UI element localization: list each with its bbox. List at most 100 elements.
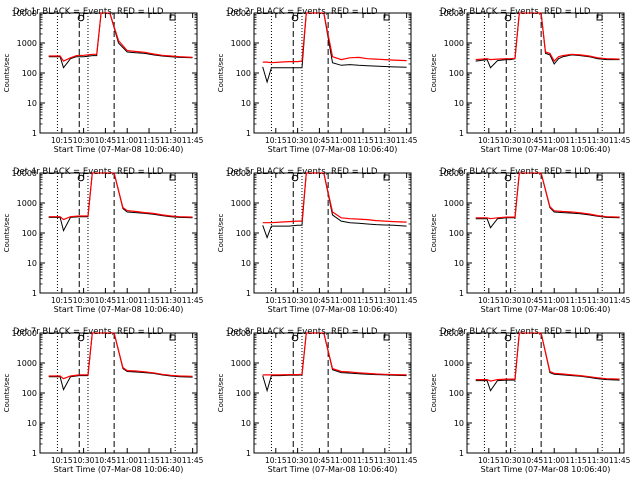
x-tick-label: 11:30 [160, 136, 182, 145]
circle-marker [504, 174, 512, 182]
series-line-events [48, 172, 193, 232]
x-axis-label: Start Time (07-Mar-08 10:06:40) [54, 305, 184, 314]
x-tick-label: 11:45 [396, 296, 418, 305]
y-tick-label: 10 [27, 259, 37, 268]
chart-panel: 1 10 100 1000 10000 10:15 10:30 10:45 11:00 11:15… [3, 327, 204, 474]
plot-frame [39, 12, 198, 134]
circle-marker [504, 334, 512, 342]
y-axis-label: Counts/sec [217, 374, 225, 413]
square-marker [596, 334, 603, 341]
x-tick-label: 11:15 [565, 136, 587, 145]
series-line-lld [475, 332, 620, 382]
x-axis-label: Start Time (07-Mar-08 10:06:40) [268, 145, 398, 154]
y-axis-label: Counts/sec [217, 214, 225, 253]
y-tick-label: 100 [22, 69, 37, 78]
y-tick-label: 10000 [12, 329, 37, 338]
square-marker [169, 334, 176, 341]
circle-marker [77, 334, 85, 342]
y-tick-label: 100 [22, 229, 37, 238]
y-tick-label: 10 [454, 259, 464, 268]
x-tick-label: 10:30 [287, 456, 309, 465]
x-tick-label: 11:30 [587, 296, 609, 305]
y-tick-label: 1000 [231, 359, 251, 368]
y-tick-label: 1000 [231, 199, 251, 208]
y-tick-label: 10 [241, 419, 251, 428]
x-tick-label: 10:45 [522, 456, 544, 465]
x-tick-label: 11:00 [116, 136, 138, 145]
y-tick-label: 10000 [12, 169, 37, 178]
plot-frame [466, 12, 625, 134]
x-tick-label: 10:30 [287, 296, 309, 305]
series-line-events [262, 172, 407, 240]
chart-title: Det 9r BLACK = Events, RED = LLD [440, 327, 591, 337]
square-marker [169, 14, 176, 21]
chart-panel: 1 10 100 1000 10000 10:15 10:30 10:45 11:00 11:15… [217, 7, 418, 154]
chart-title: Det 3r BLACK = Events, RED = LLD [440, 7, 591, 17]
chart-panel: 1 10 100 1000 10000 10:15 10:30 10:45 11:00 11:15… [430, 167, 631, 314]
x-tick-label: 11:30 [160, 456, 182, 465]
chart-panel: 1 10 100 1000 10000 10:15 10:30 10:45 11:00 11:15… [217, 167, 418, 314]
x-tick-label: 11:45 [396, 136, 418, 145]
x-tick-label: 11:45 [609, 296, 631, 305]
chart-panel: 1 10 100 1000 10000 10:15 10:30 10:45 11:00 11:15… [430, 7, 631, 154]
series-line-lld [48, 172, 193, 221]
series-line-lld [475, 172, 620, 220]
y-tick-label: 10000 [226, 169, 251, 178]
x-tick-label: 10:30 [500, 136, 522, 145]
chart-title: Det 6r BLACK = Events, RED = LLD [440, 167, 591, 177]
y-tick-label: 1 [459, 129, 464, 138]
x-tick-label: 11:45 [396, 456, 418, 465]
x-axis-label: Start Time (07-Mar-08 10:06:40) [54, 145, 184, 154]
y-tick-label: 10000 [439, 9, 464, 18]
x-tick-label: 11:15 [138, 456, 160, 465]
chart-panel: 1 10 100 1000 10000 10:15 10:30 10:45 11:00 11:15… [3, 167, 204, 314]
x-tick-label: 11:15 [352, 456, 374, 465]
circle-marker [291, 174, 299, 182]
x-tick-label: 11:00 [116, 456, 138, 465]
x-axis-label: Start Time (07-Mar-08 10:06:40) [481, 145, 611, 154]
x-tick-label: 11:30 [587, 136, 609, 145]
x-tick-label: 11:00 [543, 136, 565, 145]
y-axis-label: Counts/sec [3, 214, 11, 253]
y-tick-label: 100 [449, 229, 464, 238]
y-tick-label: 10 [454, 419, 464, 428]
y-tick-label: 10000 [12, 9, 37, 18]
y-tick-label: 1 [32, 129, 37, 138]
y-axis-label: Counts/sec [3, 374, 11, 413]
y-tick-label: 100 [236, 229, 251, 238]
series-line-events [262, 332, 407, 393]
square-marker [383, 174, 390, 181]
x-tick-label: 11:15 [352, 296, 374, 305]
x-tick-label: 10:15 [51, 296, 73, 305]
x-tick-label: 10:15 [478, 296, 500, 305]
chart-panel: 1 10 100 1000 10000 10:15 10:30 10:45 11:00 11:15… [217, 327, 418, 474]
y-tick-label: 1 [246, 449, 251, 458]
series-line-events [48, 332, 193, 391]
y-tick-label: 1000 [444, 359, 464, 368]
y-tick-label: 100 [236, 389, 251, 398]
x-tick-label: 10:15 [265, 456, 287, 465]
x-tick-label: 11:15 [352, 136, 374, 145]
series-line-lld [48, 332, 193, 380]
x-tick-label: 10:15 [265, 296, 287, 305]
y-tick-label: 100 [22, 389, 37, 398]
x-tick-label: 11:15 [565, 456, 587, 465]
x-tick-label: 10:30 [73, 296, 95, 305]
x-axis-label: Start Time (07-Mar-08 10:06:40) [268, 465, 398, 474]
y-tick-label: 10000 [226, 329, 251, 338]
x-tick-label: 10:45 [309, 296, 331, 305]
y-tick-label: 1 [246, 129, 251, 138]
x-tick-label: 11:45 [609, 136, 631, 145]
x-tick-label: 11:45 [609, 456, 631, 465]
series-line-lld [262, 172, 407, 224]
x-tick-label: 11:45 [182, 296, 204, 305]
x-tick-label: 10:30 [500, 456, 522, 465]
x-tick-label: 11:30 [160, 296, 182, 305]
x-tick-label: 10:15 [51, 456, 73, 465]
y-axis-label: Counts/sec [430, 374, 438, 413]
x-tick-label: 11:45 [182, 136, 204, 145]
y-tick-label: 10000 [439, 169, 464, 178]
y-tick-label: 100 [449, 389, 464, 398]
y-tick-label: 1 [246, 289, 251, 298]
series-line-lld [262, 12, 407, 64]
